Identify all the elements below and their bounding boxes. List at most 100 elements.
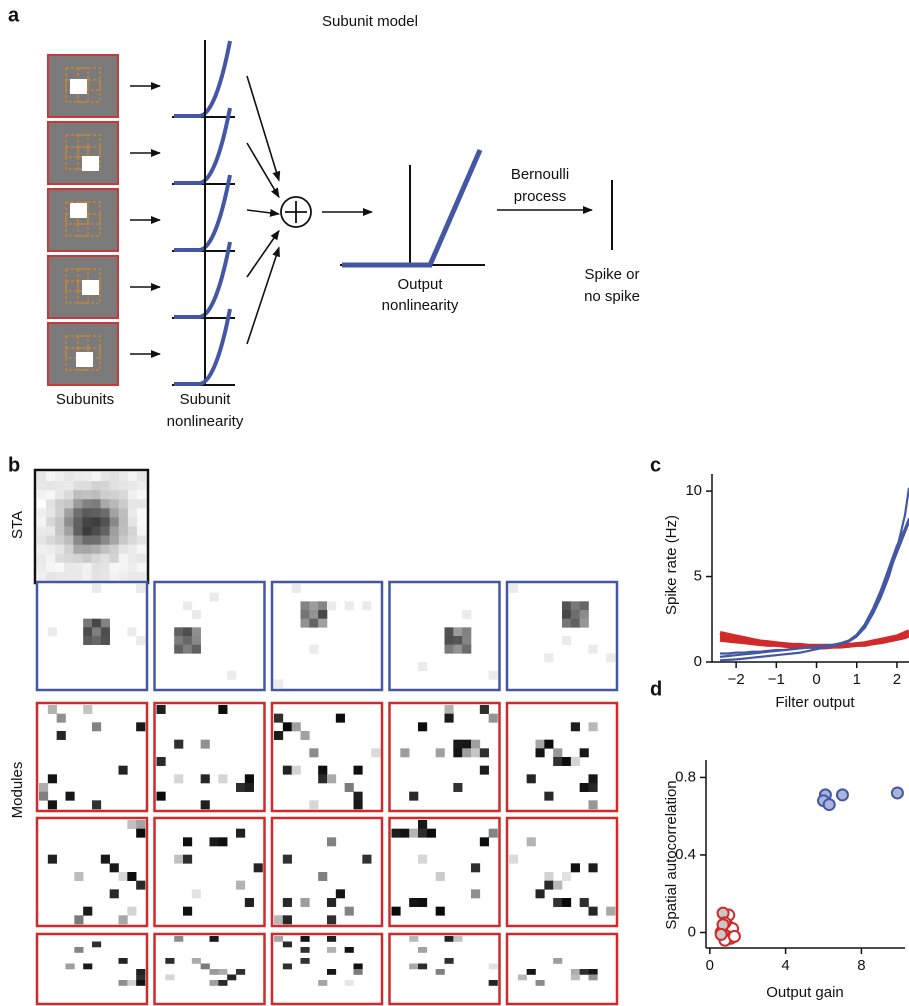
image-pixel [300, 898, 310, 907]
image-pixel [579, 610, 589, 619]
image-pixel [471, 889, 481, 899]
image-pixel [118, 526, 129, 536]
data-point [714, 927, 728, 941]
image-pixel [92, 618, 102, 628]
image-pixel [562, 601, 572, 611]
image-pixel [218, 837, 228, 847]
image-pixel [83, 618, 93, 628]
image-pixel [236, 880, 246, 890]
image-pixel [544, 880, 554, 890]
image-pixel [318, 774, 328, 784]
image-pixel [118, 544, 129, 555]
x-tick-label: 2 [893, 671, 901, 688]
image-pixel [488, 713, 498, 723]
image-pixel [73, 526, 83, 536]
image-pixel [344, 947, 354, 953]
image-pixel [191, 958, 201, 964]
image-pixel [418, 722, 428, 732]
image-pixel [37, 490, 47, 500]
image-pixel [46, 481, 56, 491]
image-pixel [73, 481, 83, 491]
image-pixel [55, 553, 65, 564]
image-pixel [183, 854, 193, 864]
image-pixel [127, 517, 138, 527]
image-pixel [136, 481, 147, 491]
image-pixel [544, 872, 554, 881]
image-pixel [109, 535, 120, 545]
image-pixel [588, 774, 598, 784]
image-pixel [37, 553, 47, 564]
image-pixel [274, 731, 284, 740]
image-pixel [418, 854, 428, 864]
caption: process [514, 188, 567, 205]
image-pixel [118, 490, 129, 500]
image-pixel [118, 571, 129, 582]
image-pixel [174, 854, 184, 864]
image-pixel [64, 562, 74, 573]
image-pixel [191, 627, 201, 637]
image-pixel [570, 969, 580, 975]
image-pixel [526, 969, 536, 975]
arrow [246, 229, 280, 278]
image-pixel [92, 584, 102, 593]
image-pixel [136, 584, 146, 593]
image-pixel [553, 748, 563, 758]
image-pixel [344, 783, 354, 792]
image-pixel [56, 731, 66, 740]
caption: Spike or [584, 266, 639, 283]
image-pixel [318, 610, 328, 619]
row-label: STA [9, 511, 26, 539]
image-pixel [282, 915, 292, 925]
image-pixel [391, 828, 401, 838]
image-frame [272, 703, 382, 811]
y-tick-label: 10 [685, 482, 702, 499]
image-pixel [127, 562, 138, 573]
image-pixel [344, 980, 354, 986]
image-pixel [118, 872, 128, 881]
image-pixel [136, 722, 146, 732]
image-pixel [327, 601, 337, 611]
subunit-stimulus [76, 352, 93, 367]
image-pixel [471, 748, 481, 758]
image-pixel [453, 739, 463, 749]
image-pixel [191, 610, 201, 619]
image-pixel [444, 627, 454, 637]
nonlinearity-curve [174, 308, 232, 386]
panel-label: c [650, 454, 661, 476]
sum-node [280, 196, 312, 228]
image-pixel [236, 783, 246, 792]
image-pixel [588, 644, 598, 654]
image-pixel [300, 731, 310, 740]
image-pixel [83, 705, 93, 714]
image-pixel [73, 472, 83, 482]
image-pixel [409, 936, 419, 942]
image-pixel [426, 828, 436, 838]
image-pixel [588, 969, 598, 975]
image-pixel [579, 783, 589, 792]
image-pixel [535, 748, 545, 758]
image-pixel [562, 636, 572, 645]
image-pixel [183, 837, 193, 847]
image-pixel [488, 828, 498, 838]
image-pixel [553, 757, 563, 766]
image-pixel [136, 980, 146, 986]
image-pixel [127, 544, 138, 555]
image-pixel [64, 481, 74, 491]
image-border [270, 580, 384, 692]
image-pixel [544, 653, 554, 663]
image-pixel [462, 739, 472, 749]
image-pixel [174, 774, 184, 784]
image-pixel [462, 627, 472, 637]
image-pixel [191, 636, 201, 645]
image-pixel [462, 636, 472, 645]
image-pixel [183, 627, 193, 637]
data-point [835, 788, 849, 802]
image-pixel [46, 499, 56, 509]
image-pixel [174, 627, 184, 637]
image-border [153, 816, 266, 928]
image-pixel [353, 969, 363, 975]
image-pixel [570, 722, 580, 732]
image-pixel [183, 636, 193, 645]
image-pixel [118, 517, 129, 527]
image-pixel [136, 969, 146, 975]
